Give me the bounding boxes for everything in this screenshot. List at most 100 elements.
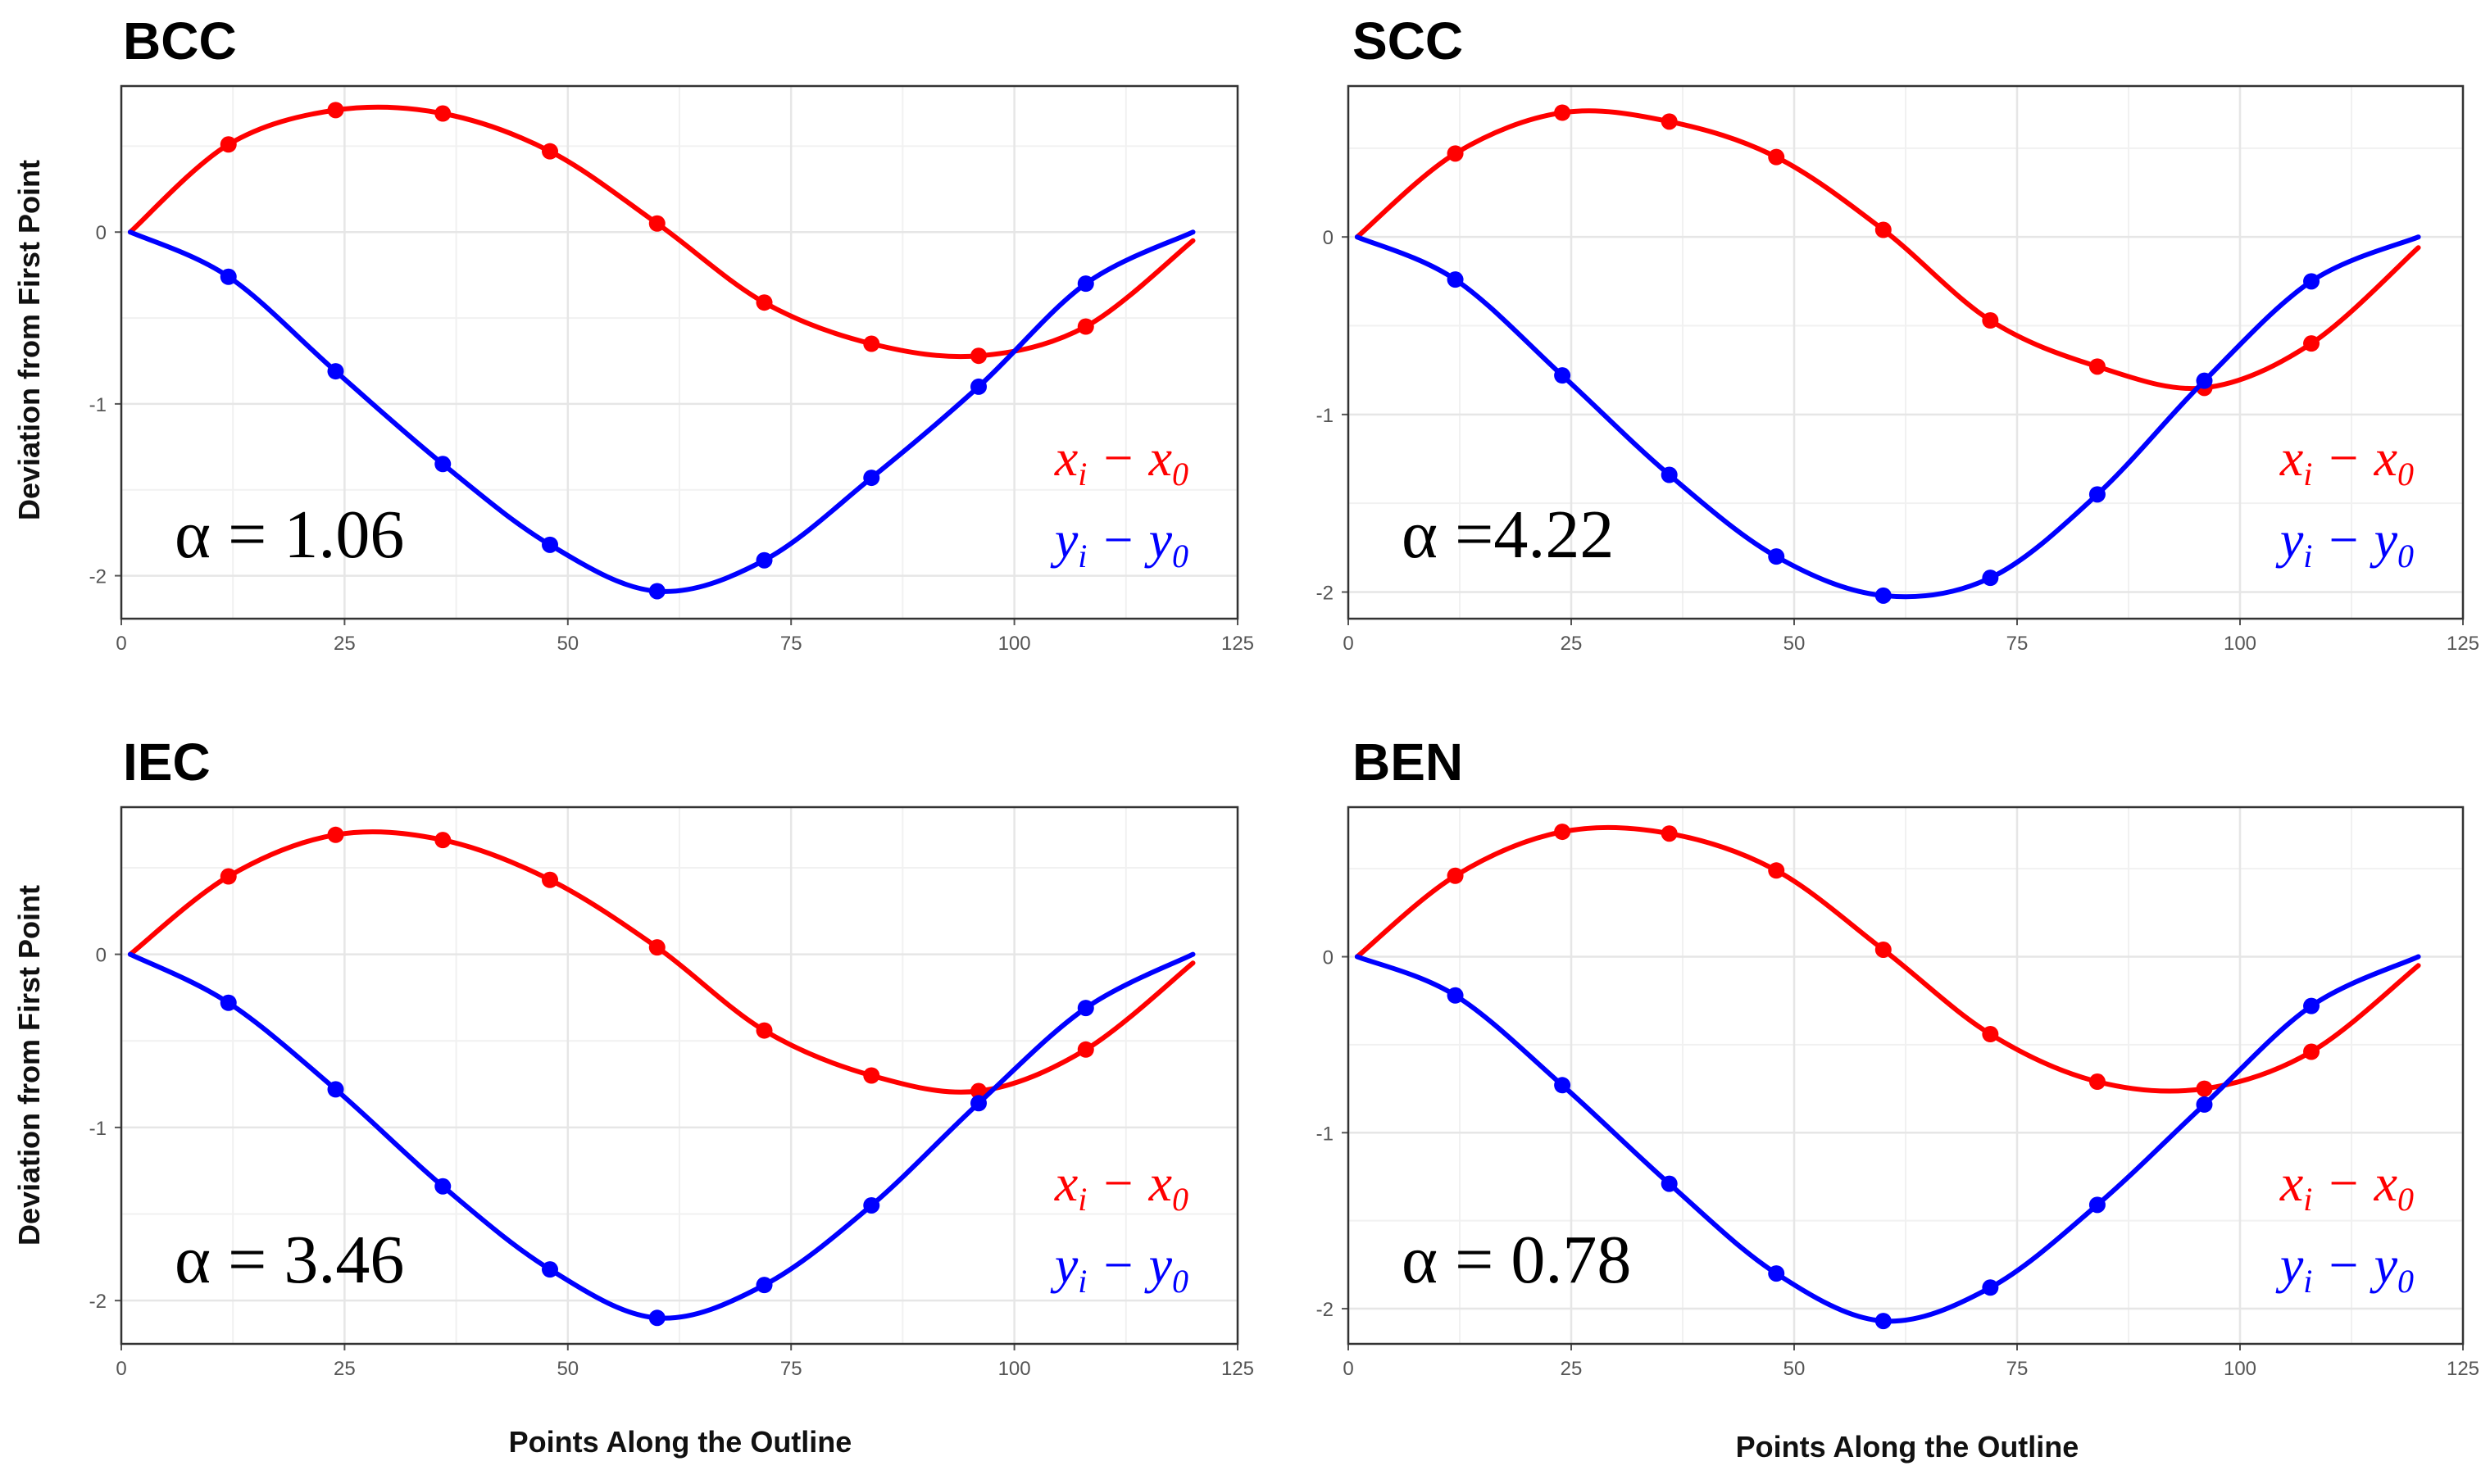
data-point-x [2303, 1043, 2320, 1060]
legend-label-y: yi − y0 [1050, 1236, 1188, 1300]
y-tick-label: -1 [89, 394, 107, 416]
data-point-x [648, 939, 666, 956]
data-point-x [1768, 862, 1785, 879]
x-tick-label: 125 [1221, 1358, 1254, 1380]
data-point-y [1768, 548, 1785, 565]
alpha-label: α =4.22 [1402, 497, 1614, 573]
data-point-y [2088, 1196, 2106, 1214]
legend-symbol: − y [1087, 1236, 1172, 1294]
data-point-y [1447, 271, 1464, 288]
data-point-y [2303, 997, 2320, 1014]
data-point-y [863, 470, 880, 487]
data-point-y [220, 994, 237, 1011]
data-point-x [1982, 312, 1999, 329]
data-point-x [756, 294, 773, 311]
legend-subscript: 0 [1172, 456, 1188, 492]
data-point-x [1447, 145, 1464, 162]
y-axis-title-bottom: Deviation from First Point [12, 885, 46, 1246]
data-point-x [1447, 867, 1464, 884]
alpha-label: α = 3.46 [175, 1222, 404, 1298]
data-point-x [542, 871, 559, 888]
data-point-x [970, 347, 988, 365]
y-tick-label: -2 [89, 566, 107, 588]
panel-title: BEN [1352, 733, 1463, 792]
legend-symbol: y [2275, 511, 2304, 569]
data-point-x [1661, 825, 1678, 842]
data-point-y [327, 1081, 344, 1098]
x-axis-title-left: Points Along the Outline [509, 1425, 852, 1459]
data-point-x [1661, 113, 1678, 130]
panel-title: BCC [123, 11, 237, 70]
data-point-x [434, 832, 452, 849]
data-point-y [1982, 1279, 1999, 1296]
data-point-x [2196, 1080, 2213, 1097]
legend-subscript: i [2303, 456, 2312, 492]
legend-symbol: y [2275, 1236, 2304, 1294]
legend-label-x: xi − x0 [1054, 429, 1188, 492]
data-point-x [1554, 824, 1571, 841]
data-point-y [648, 583, 666, 600]
data-point-y [2088, 486, 2106, 503]
x-tick-label: 100 [998, 633, 1031, 655]
data-point-x [542, 143, 559, 160]
legend-symbol: − x [1087, 429, 1172, 487]
data-point-y [1982, 570, 1999, 587]
legend-subscript: i [2303, 1181, 2312, 1218]
x-tick-label: 100 [2224, 633, 2256, 655]
data-point-x [2303, 335, 2320, 352]
x-tick-label: 75 [2006, 1358, 2029, 1380]
data-point-y [1447, 987, 1464, 1004]
legend-subscript: 0 [1172, 1181, 1188, 1218]
data-point-x [756, 1022, 773, 1039]
data-point-x [434, 105, 452, 122]
data-point-y [542, 1261, 559, 1278]
data-point-y [1554, 1077, 1571, 1094]
data-point-x [863, 335, 880, 352]
legend-label-x: xi − x0 [2279, 429, 2414, 492]
y-tick-label: -1 [89, 1118, 107, 1140]
x-tick-label: 50 [557, 1358, 579, 1380]
data-point-y [542, 536, 559, 553]
x-axis-title-right: Points Along the Outline [1736, 1430, 2079, 1464]
alpha-label: α = 1.06 [175, 497, 404, 573]
x-tick-label: 0 [116, 633, 126, 655]
y-tick-label: -2 [1316, 583, 1334, 605]
data-point-x [648, 215, 666, 232]
x-tick-label: 75 [780, 1358, 802, 1380]
legend-symbol: x [1054, 1154, 1078, 1212]
data-point-x [327, 102, 344, 119]
x-tick-label: 25 [1561, 1358, 1583, 1380]
plot-frame [120, 84, 1239, 620]
panel-title: IEC [123, 733, 211, 792]
legend-subscript: 0 [1172, 1263, 1188, 1300]
data-point-y [434, 456, 452, 473]
y-tick-label: -1 [1316, 405, 1334, 427]
y-tick-label: 0 [96, 222, 107, 244]
data-point-y [1768, 1265, 1785, 1282]
plot-frame [1347, 84, 2465, 620]
data-point-x [1874, 941, 1892, 958]
x-tick-label: 100 [998, 1358, 1031, 1380]
legend-subscript: 0 [1172, 538, 1188, 574]
data-point-y [1874, 1313, 1892, 1330]
data-point-y [1554, 367, 1571, 384]
data-point-y [2303, 273, 2320, 290]
x-tick-label: 125 [2447, 633, 2479, 655]
legend-symbol: − x [1087, 1154, 1172, 1212]
data-point-x [1982, 1026, 1999, 1043]
data-point-y [863, 1196, 880, 1214]
legend-symbol: − x [2312, 429, 2397, 487]
legend-subscript: i [1078, 1181, 1087, 1218]
x-tick-label: 50 [557, 633, 579, 655]
data-point-x [1874, 221, 1892, 238]
plot-frame [1347, 806, 2465, 1346]
legend-subscript: i [2303, 1263, 2312, 1300]
legend-symbol: − y [2312, 1236, 2397, 1294]
y-tick-label: 0 [96, 945, 107, 967]
legend-subscript: i [1078, 1263, 1087, 1300]
data-point-x [1768, 148, 1785, 166]
